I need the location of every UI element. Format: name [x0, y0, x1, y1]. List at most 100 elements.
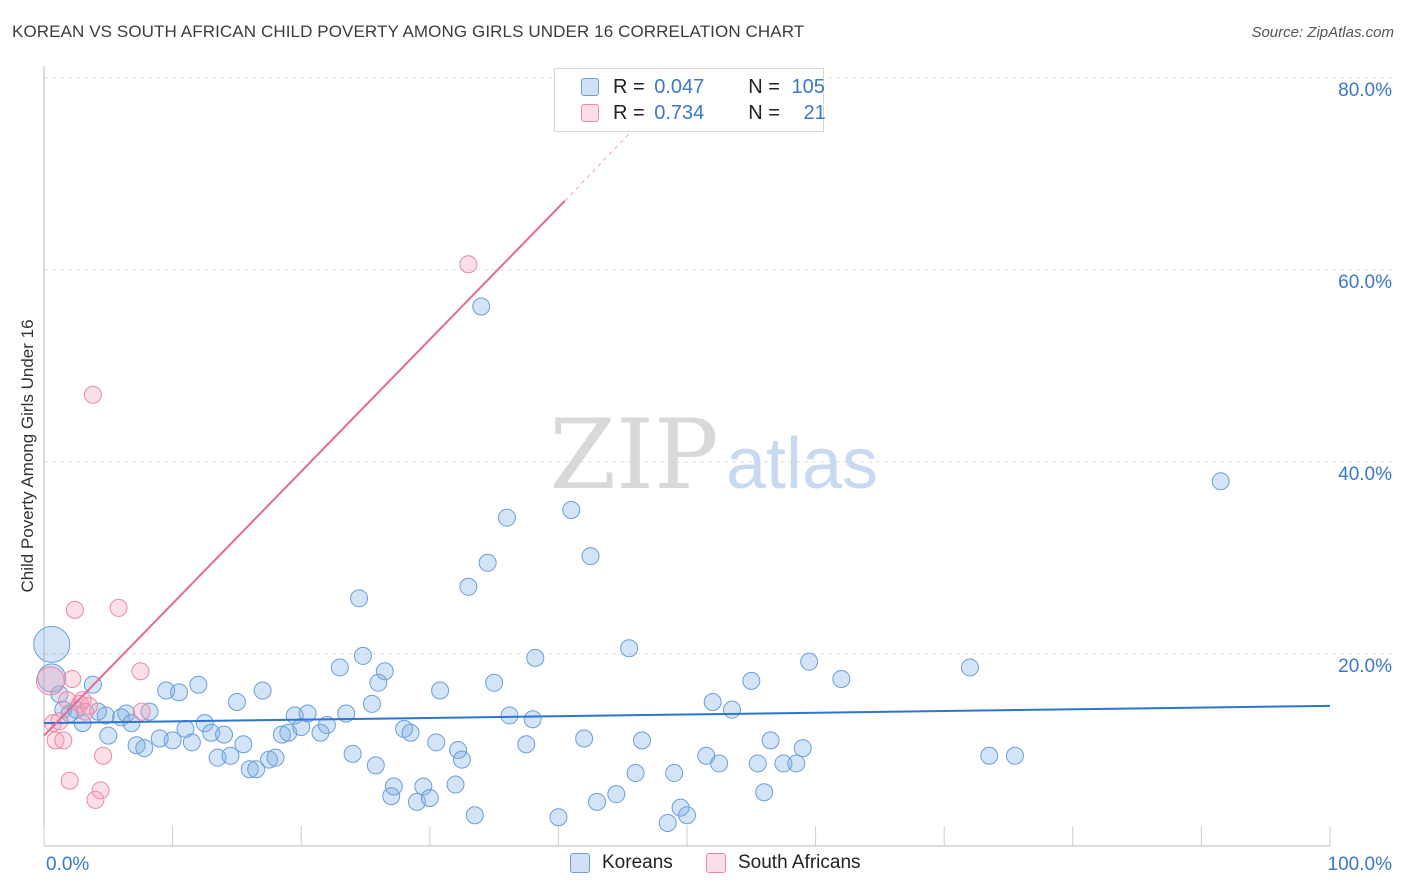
point-korean: [330, 658, 349, 677]
point-korean: [960, 658, 979, 677]
point-korean: [350, 589, 369, 608]
point-korean: [755, 783, 774, 802]
point-korean: [195, 714, 214, 733]
point-korean: [607, 785, 626, 804]
point-korean: [581, 547, 600, 566]
stats-legend: R = 0.047 N = 105 R = 0.734 N = 21: [554, 68, 826, 132]
point-korean: [748, 754, 767, 773]
point-korean: [420, 789, 439, 807]
point-korean: [99, 726, 118, 745]
point-korean: [33, 625, 71, 663]
point-korean: [478, 553, 497, 572]
point-korean: [1211, 472, 1230, 491]
point-korean: [526, 648, 545, 667]
points-layer: [33, 255, 1230, 832]
point-korean: [298, 704, 317, 723]
point-korean: [337, 704, 356, 723]
legend-n-value: 105: [791, 75, 825, 98]
y-tick-label: 20.0%: [1338, 656, 1392, 677]
x-tick-label: 0.0%: [46, 854, 89, 875]
point-korean: [189, 675, 208, 694]
legend-row-koreans: R = 0.047 N = 105: [581, 75, 825, 99]
point-south-african: [91, 781, 110, 800]
legend-r-label: R =: [613, 75, 651, 98]
watermark: ZIP atlas: [549, 399, 878, 511]
point-korean: [620, 639, 639, 658]
point-south-african: [459, 255, 478, 274]
point-korean: [678, 806, 696, 825]
point-korean: [452, 750, 471, 769]
point-korean: [832, 669, 851, 688]
y-tick-label: 40.0%: [1338, 464, 1392, 485]
series-label-south-africans: South Africans: [738, 852, 861, 873]
legend-r-label: R =: [613, 101, 651, 124]
point-south-african: [54, 731, 73, 750]
point-korean: [787, 754, 806, 773]
point-korean: [632, 731, 651, 750]
legend-r-value: 0.047: [654, 75, 705, 98]
point-korean: [369, 673, 388, 692]
point-korean: [163, 731, 182, 750]
point-korean: [253, 681, 272, 700]
point-korean: [135, 739, 154, 758]
watermark-atlas: atlas: [726, 424, 878, 504]
point-korean: [1005, 746, 1024, 765]
point-korean: [703, 693, 722, 711]
point-korean: [459, 577, 478, 596]
series-legend-koreans[interactable]: Koreans: [570, 852, 673, 874]
point-korean: [140, 702, 159, 721]
point-korean: [742, 671, 761, 690]
point-korean: [384, 777, 403, 796]
point-korean: [980, 746, 999, 765]
point-korean: [431, 681, 450, 700]
trend-line-south-africans-extension: [564, 133, 630, 202]
series-legend: Koreans South Africans: [0, 852, 1406, 878]
point-korean: [587, 792, 606, 811]
point-korean: [317, 716, 336, 735]
point-korean: [227, 693, 246, 711]
point-korean: [626, 764, 645, 783]
axis-layer: [43, 66, 1331, 847]
point-korean: [96, 706, 115, 725]
point-korean: [375, 662, 394, 681]
point-korean: [761, 731, 780, 750]
point-korean: [523, 710, 542, 729]
point-korean: [549, 808, 568, 827]
point-korean: [562, 501, 581, 519]
series-legend-south-africans[interactable]: South Africans: [706, 852, 861, 874]
y-tick-label: 60.0%: [1338, 272, 1392, 293]
series-swatch-koreans: [570, 853, 590, 873]
watermark-zip: ZIP: [549, 399, 718, 511]
point-south-african: [131, 662, 150, 681]
point-korean: [362, 694, 381, 713]
point-korean: [472, 297, 491, 316]
point-korean: [240, 760, 259, 779]
tick-label-layer: 20.0% 40.0% 60.0% 80.0% 0.0% 100.0%: [46, 80, 1392, 875]
point-south-african: [132, 702, 151, 721]
source-label: Source: ZipAtlas.com: [1251, 24, 1394, 41]
point-korean: [710, 754, 729, 773]
point-south-african: [94, 746, 113, 765]
trend-layer: [43, 133, 1331, 737]
chart-title: KOREAN VS SOUTH AFRICAN CHILD POVERTY AM…: [12, 22, 805, 41]
point-korean: [671, 798, 690, 817]
point-korean: [260, 750, 279, 769]
series-swatch-south-africans: [706, 853, 726, 873]
point-korean: [414, 777, 433, 796]
grid-layer: [44, 77, 1392, 655]
point-korean: [353, 646, 372, 665]
point-korean: [247, 760, 266, 779]
point-korean: [793, 739, 812, 758]
legend-swatch-south-africans: [581, 104, 599, 122]
y-axis-label: Child Poverty Among Girls Under 16: [18, 319, 37, 593]
legend-r-value: 0.734: [654, 101, 705, 124]
y-tick-label: 80.0%: [1338, 80, 1392, 101]
point-korean: [215, 725, 234, 744]
x-tick-label: 100.0%: [1328, 854, 1393, 875]
legend-n-label: N =: [748, 101, 786, 124]
point-south-african: [109, 598, 128, 617]
legend-swatch-koreans: [581, 78, 599, 96]
point-south-african: [65, 600, 84, 619]
point-korean: [266, 748, 285, 767]
